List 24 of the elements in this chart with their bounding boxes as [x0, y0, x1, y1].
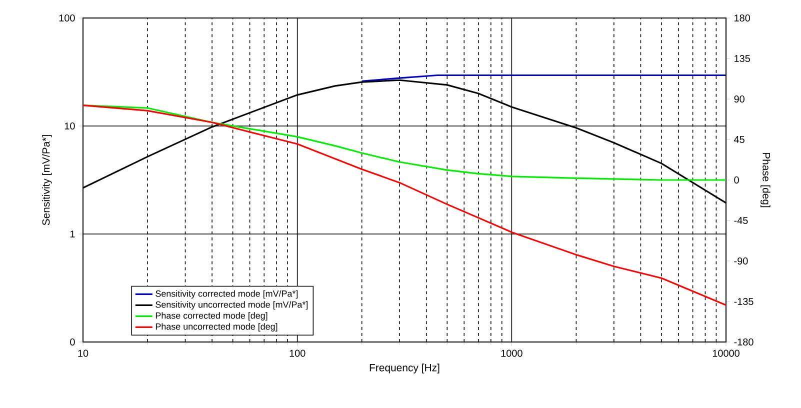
x-tick-label: 100: [290, 350, 306, 357]
y2-tick-label: -180: [734, 338, 754, 346]
y2-tick-label: 45: [734, 136, 744, 143]
x-tick-label: 1000: [501, 350, 522, 357]
y-tick-label: 10: [64, 122, 75, 130]
y2-tick-label: -90: [734, 257, 748, 265]
y2-tick-label: 180: [734, 14, 750, 22]
y2-tick-label: 0: [734, 176, 739, 184]
y2-tick-label: -135: [734, 298, 754, 306]
x-tick-label: 10: [78, 350, 88, 357]
legend-label: Phase corrected mode [deg]: [156, 312, 268, 321]
y2-tick-label: 90: [734, 95, 744, 103]
y2-axis-title: Phase [deg]: [760, 152, 770, 208]
legend-label: Sensitivity uncorrected mode [mV/Pa*]: [156, 301, 308, 310]
legend-label: Phase uncorrected mode [deg]: [156, 323, 278, 332]
x-tick-label: 10000: [712, 350, 740, 357]
y-tick-label: 1: [70, 230, 75, 238]
y-tick-label: 100: [59, 14, 75, 22]
y2-tick-label: -45: [734, 217, 748, 224]
y2-tick-label: 135: [734, 54, 750, 62]
x-axis-title: Frequency [Hz]: [370, 364, 440, 374]
y-tick-label: 0: [70, 338, 75, 346]
y-axis-title: Sensitivity [mV/Pa*]: [42, 135, 52, 226]
legend-label: Sensitivity corrected mode [mV/Pa*]: [156, 290, 298, 299]
